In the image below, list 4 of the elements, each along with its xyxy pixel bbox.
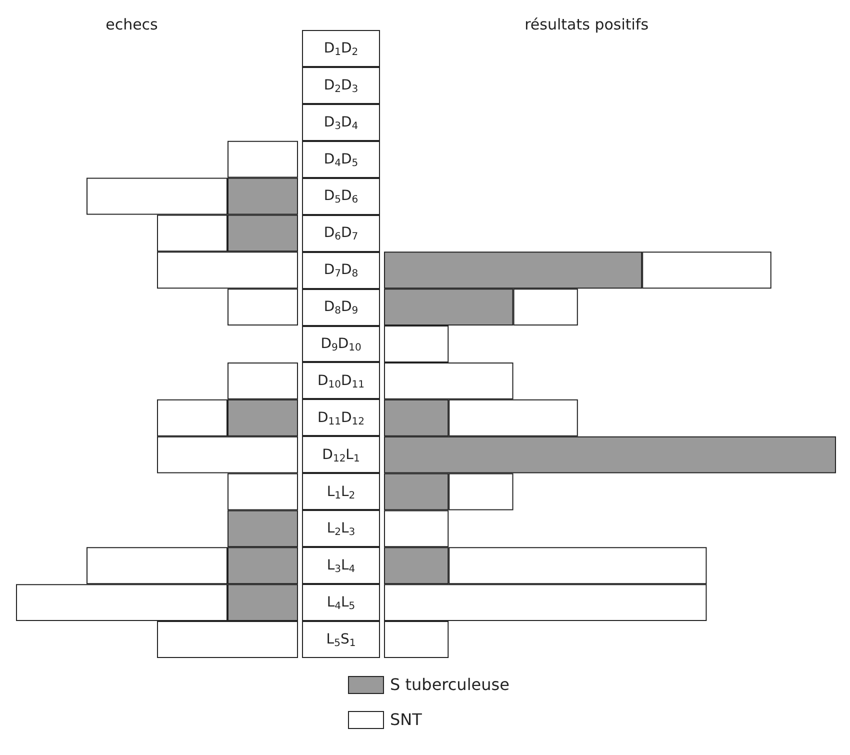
- legend-label: SNT: [390, 710, 422, 729]
- chart-title: résultats positifs: [524, 16, 649, 34]
- chart-title: echecs: [106, 16, 158, 34]
- legend-label: S tuberculeuse: [390, 675, 510, 694]
